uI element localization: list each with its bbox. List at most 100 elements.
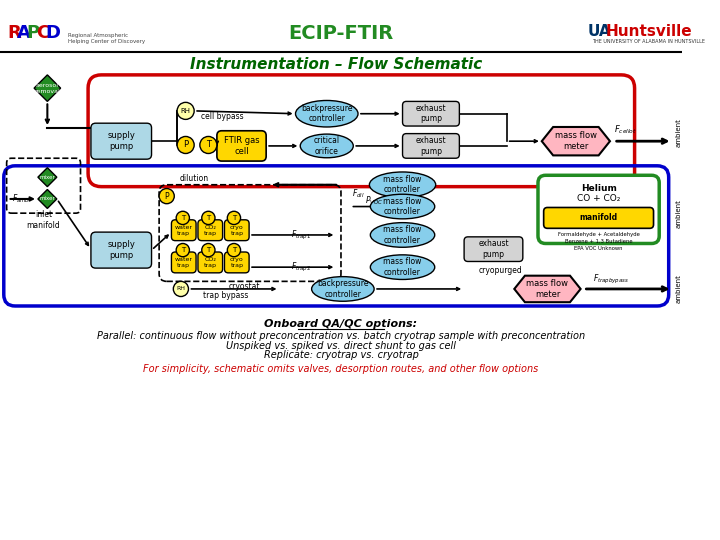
Text: exhaust
pump: exhaust pump [415, 104, 446, 124]
Text: $F_{dil}$: $F_{dil}$ [351, 188, 364, 200]
Text: aerosol
removal: aerosol removal [35, 83, 60, 93]
Text: Onboard QA/QC options:: Onboard QA/QC options: [264, 319, 418, 329]
Text: CO₂
trap: CO₂ trap [204, 225, 217, 235]
Circle shape [176, 244, 189, 256]
Text: FTIR gas
cell: FTIR gas cell [224, 136, 259, 156]
FancyBboxPatch shape [198, 220, 222, 241]
Text: CO₂
trap: CO₂ trap [204, 257, 217, 268]
Text: ECIP-FTIR: ECIP-FTIR [288, 24, 394, 43]
Text: exhaust
pump: exhaust pump [415, 136, 446, 156]
Ellipse shape [300, 134, 354, 158]
Text: mass flow
controller: mass flow controller [383, 197, 422, 216]
Circle shape [228, 211, 240, 225]
Text: inlet
manifold: inlet manifold [27, 210, 60, 230]
Text: ambient: ambient [675, 274, 681, 303]
Text: T: T [181, 215, 185, 221]
Text: P: P [183, 140, 188, 150]
Ellipse shape [370, 222, 435, 247]
Text: D: D [45, 24, 60, 42]
Text: T: T [232, 247, 236, 253]
FancyBboxPatch shape [217, 131, 266, 161]
Ellipse shape [369, 172, 436, 198]
Text: mass flow
controller: mass flow controller [383, 225, 422, 245]
FancyBboxPatch shape [544, 207, 654, 228]
Text: critical
orifice: critical orifice [314, 136, 340, 156]
Bar [0, 14, 682, 52]
Text: mass flow
controller: mass flow controller [383, 175, 422, 194]
Text: A: A [17, 24, 31, 42]
Text: trap bypass: trap bypass [203, 291, 248, 300]
Text: cryo
trap: cryo trap [230, 225, 243, 235]
Text: RH: RH [176, 286, 186, 292]
FancyBboxPatch shape [171, 252, 196, 273]
Text: Parallel: continuous flow without preconcentration vs. batch cryotrap sample wit: Parallel: continuous flow without precon… [97, 332, 585, 341]
Circle shape [200, 137, 217, 153]
FancyBboxPatch shape [402, 133, 459, 158]
Text: $F_{trap2}$: $F_{trap2}$ [291, 261, 311, 274]
Text: mass flow
meter: mass flow meter [555, 131, 597, 151]
Polygon shape [541, 127, 610, 156]
FancyBboxPatch shape [91, 232, 151, 268]
Text: Huntsville: Huntsville [606, 24, 692, 39]
Text: T: T [206, 140, 211, 150]
FancyBboxPatch shape [225, 220, 249, 241]
Circle shape [202, 211, 215, 225]
Polygon shape [514, 276, 580, 302]
Text: Benzene + 1,3 Butadiene: Benzene + 1,3 Butadiene [564, 239, 632, 244]
Text: C: C [36, 24, 49, 42]
Text: ambient: ambient [675, 118, 681, 147]
Text: EPA VOC Unknown: EPA VOC Unknown [575, 246, 623, 251]
Ellipse shape [312, 276, 374, 301]
Text: backpressure
controller: backpressure controller [301, 104, 353, 124]
Circle shape [177, 103, 194, 119]
Circle shape [159, 188, 174, 204]
Text: water
trap: water trap [175, 225, 193, 235]
Text: ambient: ambient [675, 199, 681, 227]
Text: Unspiked vs. spiked vs. direct shunt to gas cell: Unspiked vs. spiked vs. direct shunt to … [226, 341, 456, 351]
Text: cryo
trap: cryo trap [230, 257, 243, 268]
Text: Instrumentation – Flow Schematic: Instrumentation – Flow Schematic [190, 57, 482, 72]
Text: water
trap: water trap [175, 257, 193, 268]
Text: $F_{cellot}$: $F_{cellot}$ [613, 124, 636, 136]
FancyBboxPatch shape [402, 102, 459, 126]
Text: exhaust
pump: exhaust pump [478, 239, 509, 259]
FancyBboxPatch shape [171, 220, 196, 241]
Text: Helium: Helium [580, 184, 616, 193]
Circle shape [202, 244, 215, 256]
Text: backpressure
controller: backpressure controller [317, 279, 369, 299]
Circle shape [174, 281, 189, 296]
Ellipse shape [370, 255, 435, 280]
Text: T: T [206, 215, 210, 221]
Text: Replicate: cryotrap vs. cryotrap: Replicate: cryotrap vs. cryotrap [264, 350, 418, 360]
Circle shape [228, 244, 240, 256]
Text: $F_{trap1}$: $F_{trap1}$ [291, 228, 311, 241]
Text: $F_{amb}$: $F_{amb}$ [12, 193, 30, 205]
Text: mixer: mixer [40, 174, 55, 180]
Polygon shape [38, 190, 57, 208]
Text: P: P [164, 192, 169, 201]
Text: P: P [27, 24, 40, 42]
Text: supply
pump: supply pump [107, 240, 135, 260]
Text: T: T [232, 215, 236, 221]
Text: $F_{trapbypass}$: $F_{trapbypass}$ [593, 273, 629, 286]
Text: manifold: manifold [580, 213, 618, 222]
Text: dilution: dilution [179, 174, 209, 183]
Text: UA: UA [588, 24, 611, 39]
Text: Regional Atmospheric
Helping Center of Discovery: Regional Atmospheric Helping Center of D… [68, 33, 145, 44]
Polygon shape [38, 168, 57, 187]
Circle shape [176, 211, 189, 225]
Text: R: R [8, 24, 22, 42]
Text: T: T [181, 247, 185, 253]
Text: cell bypass: cell bypass [202, 112, 244, 121]
FancyBboxPatch shape [464, 237, 523, 261]
Text: cryostat: cryostat [229, 281, 260, 291]
FancyBboxPatch shape [538, 176, 660, 244]
Circle shape [177, 137, 194, 153]
Text: CO + CO₂: CO + CO₂ [577, 193, 621, 202]
Text: cryopurged: cryopurged [478, 266, 522, 275]
FancyBboxPatch shape [91, 123, 151, 159]
Polygon shape [34, 75, 60, 102]
Text: $P_{VOC}$: $P_{VOC}$ [365, 194, 383, 207]
FancyBboxPatch shape [198, 252, 222, 273]
Text: T: T [206, 247, 210, 253]
